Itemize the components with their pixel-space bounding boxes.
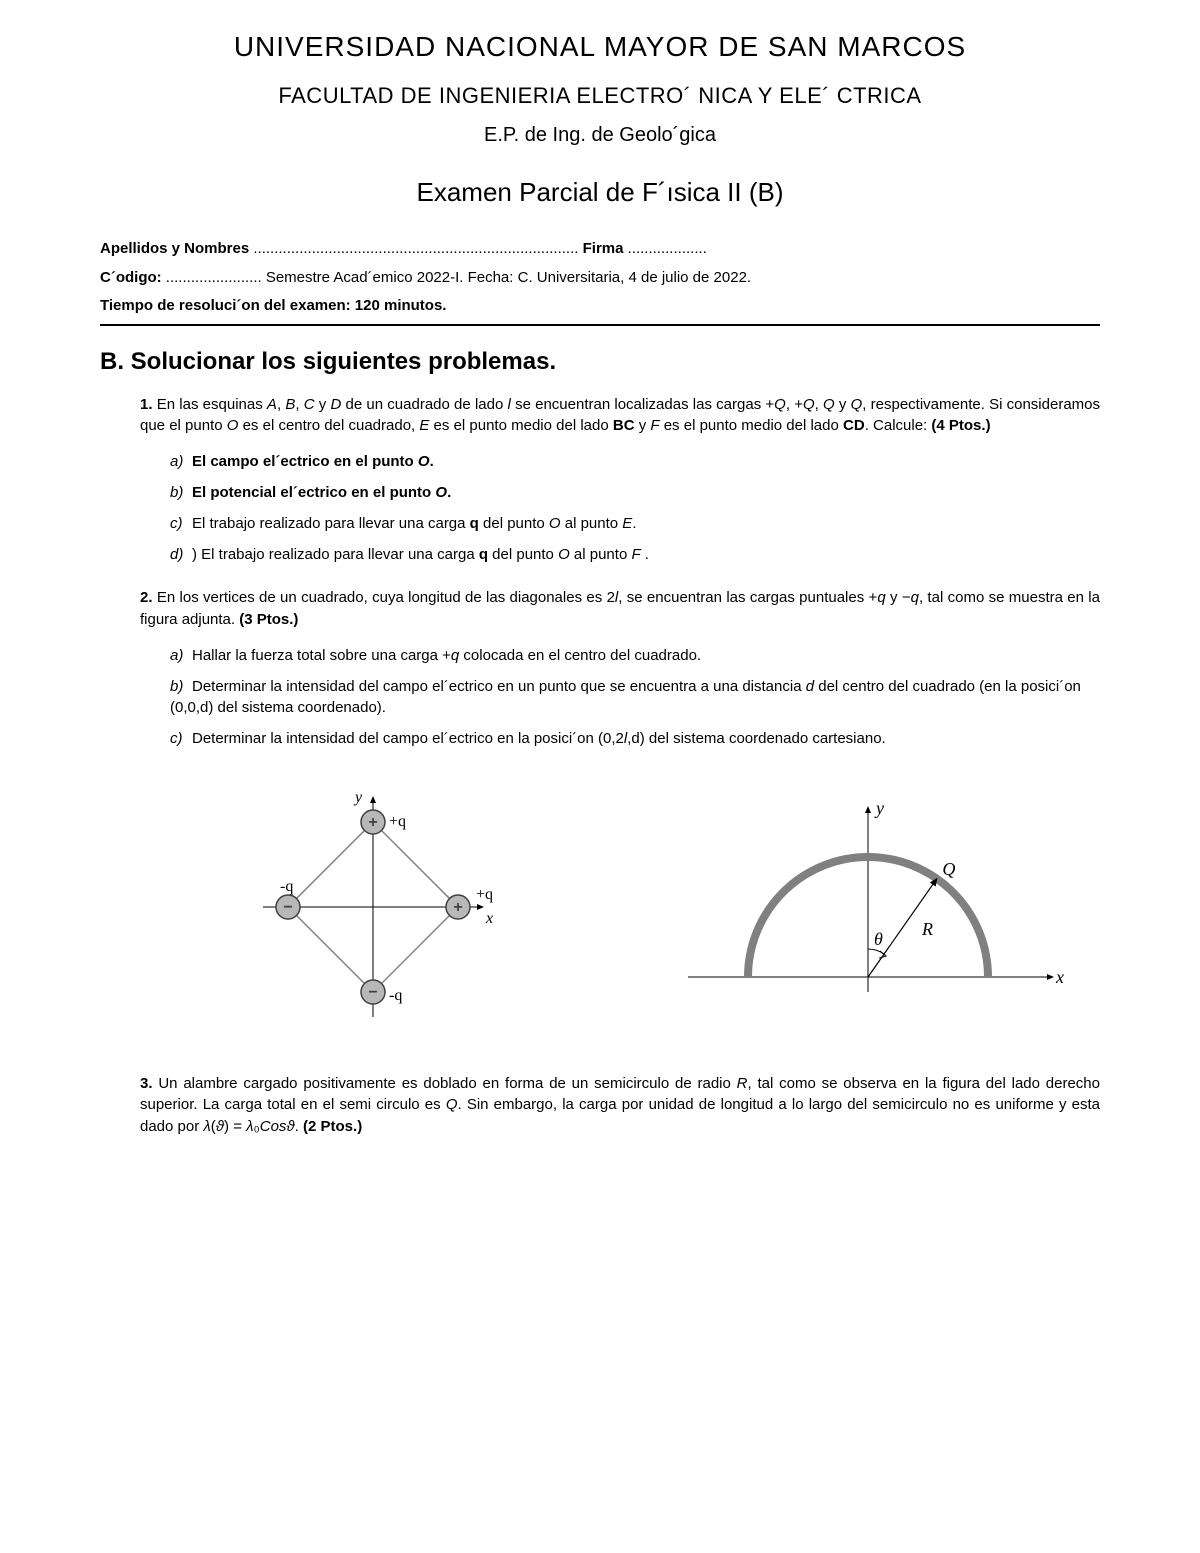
problems-list: 1. En las esquinas A, B, C y D de un cua…	[100, 394, 1100, 1138]
code-label: C´odigo:	[100, 269, 162, 286]
svg-text:+: +	[453, 899, 462, 916]
problem-2-sublist: a)Hallar la fuerza total sobre una carga…	[140, 645, 1100, 749]
sub-item: c)El trabajo realizado para llevar una c…	[170, 513, 1100, 534]
header-divider	[100, 324, 1100, 326]
figure-1-diamond-charges: ++q++q−-q−-qxy	[243, 777, 503, 1037]
signature-dots: ...................	[623, 240, 706, 257]
svg-text:Q: Q	[942, 859, 955, 879]
svg-text:+q: +q	[476, 886, 493, 903]
sub-item: b)Determinar la intensidad del campo el´…	[170, 676, 1100, 718]
svg-text:−: −	[368, 984, 377, 1001]
svg-text:θ: θ	[874, 929, 883, 949]
problem-2-number: 2.	[140, 589, 153, 606]
student-info-line2: C´odigo: ....................... Semestr…	[100, 267, 1100, 290]
problem-1-sublist: a)El campo el´ectrico en el punto O. b)El…	[140, 451, 1100, 565]
figure-1-box: ++q++q−-q−-qxy	[140, 777, 605, 1037]
problem-1: 1. En las esquinas A, B, C y D de un cua…	[140, 394, 1100, 566]
signature-label: Firma	[583, 240, 624, 257]
code-dots: .......................	[162, 269, 266, 286]
figures-row: ++q++q−-q−-qxy QRθxy	[140, 777, 1100, 1037]
student-info-line1: Apellidos y Nombres ....................…	[100, 238, 1100, 261]
university-name: UNIVERSIDAD NACIONAL MAYOR DE SAN MARCOS	[100, 30, 1100, 64]
problem-1-number: 1.	[140, 396, 153, 413]
document-header: UNIVERSIDAD NACIONAL MAYOR DE SAN MARCOS…	[100, 30, 1100, 208]
time-limit: Tiempo de resoluci´on del examen: 120 mi…	[100, 295, 1100, 318]
svg-text:-q: -q	[280, 878, 293, 895]
ep-name: E.P. de Ing. de Geolo´gica	[100, 124, 1100, 147]
svg-text:y: y	[353, 789, 363, 806]
names-label: Apellidos y Nombres	[100, 240, 249, 257]
sub-item: b)El potencial el´ectrico en el punto O.	[170, 482, 1100, 503]
faculty-name: FACULTAD DE INGENIERIA ELECTRO´ NICA Y E…	[100, 82, 1100, 111]
sub-item: c)Determinar la intensidad del campo el´…	[170, 728, 1100, 749]
sub-item: a)El campo el´ectrico en el punto O.	[170, 451, 1100, 472]
problem-2: 2. En los vertices de un cuadrado, cuya …	[140, 587, 1100, 749]
problem-3: 3. Un alambre cargado positivamente es d…	[100, 1073, 1100, 1138]
problem-3-text: Un alambre cargado positivamente es dobl…	[140, 1075, 1100, 1136]
sub-item: d)) El trabajo realizado para llevar una…	[170, 544, 1100, 565]
problem-2-text: En los vertices de un cuadrado, cuya lon…	[140, 589, 1100, 628]
section-b-title: B. Solucionar los siguientes problemas.	[100, 348, 1100, 376]
names-dots: ........................................…	[249, 240, 582, 257]
semester-date: Semestre Acad´emico 2022-I. Fecha: C. Un…	[266, 269, 751, 286]
svg-text:x: x	[485, 910, 493, 927]
problem-1-text: En las esquinas A, B, C y D de un cuadra…	[140, 396, 1100, 435]
svg-text:−: −	[283, 899, 292, 916]
figure-2-semicircle: Q Rθ x y	[668, 792, 1068, 1022]
svg-text:y: y	[874, 798, 884, 818]
svg-text:+: +	[368, 814, 377, 831]
svg-text:+q: +q	[389, 813, 406, 830]
problem-3-number: 3.	[140, 1075, 153, 1092]
svg-text:R: R	[921, 919, 933, 939]
exam-title: Examen Parcial de F´ısica II (B)	[100, 177, 1100, 208]
svg-text:-q: -q	[389, 987, 402, 1004]
sub-item: a)Hallar la fuerza total sobre una carga…	[170, 645, 1100, 666]
svg-text:x: x	[1055, 967, 1064, 987]
figure-2-box: Q Rθ x y	[635, 792, 1100, 1022]
